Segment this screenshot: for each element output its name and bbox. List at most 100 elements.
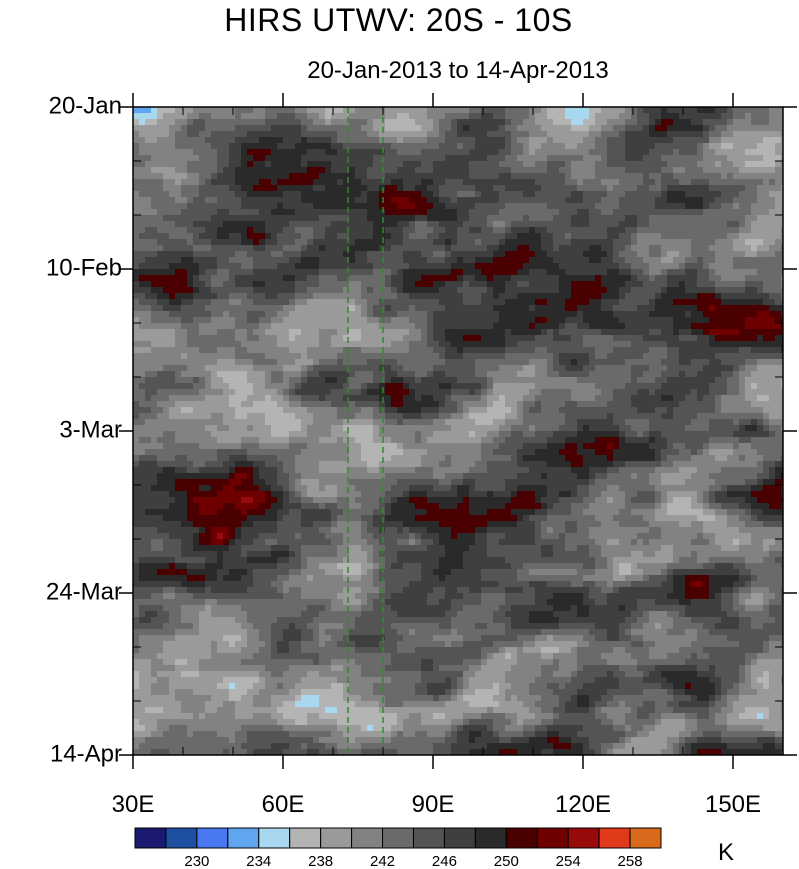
field-cell [181, 209, 188, 216]
field-cell [499, 143, 506, 150]
field-cell [451, 323, 458, 330]
field-cell [469, 239, 476, 246]
field-cell [217, 179, 224, 186]
field-cell [313, 251, 320, 258]
field-cell [547, 287, 554, 294]
field-cell [313, 281, 320, 288]
field-cell [727, 125, 734, 132]
field-cell [595, 131, 602, 138]
field-cell [679, 185, 686, 192]
field-cell [757, 281, 764, 288]
field-cell [529, 275, 536, 282]
field-cell [307, 239, 314, 246]
field-cell [229, 179, 236, 186]
field-cell [757, 341, 764, 348]
field-cell [379, 293, 386, 300]
field-cell [247, 353, 254, 360]
field-cell [709, 335, 716, 342]
field-cell [715, 317, 722, 324]
field-cell [535, 281, 542, 288]
field-cell [475, 251, 482, 258]
field-cell [481, 191, 488, 198]
field-cell [259, 281, 266, 288]
field-cell [277, 107, 284, 114]
field-cell [781, 281, 783, 288]
field-cell [769, 143, 776, 150]
field-cell [589, 197, 596, 204]
field-cell [277, 281, 284, 288]
field-cell [715, 227, 722, 234]
field-cell [271, 317, 278, 324]
field-cell [679, 119, 686, 126]
field-cell [559, 125, 566, 132]
field-cell [205, 155, 212, 162]
field-cell [697, 131, 704, 138]
field-cell [655, 377, 662, 384]
field-cell [367, 173, 374, 180]
field-cell [493, 263, 500, 270]
field-cell [565, 323, 572, 330]
field-cell [661, 155, 668, 162]
field-cell [757, 287, 764, 294]
field-cell [667, 221, 674, 228]
field-cell [301, 233, 308, 240]
field-cell [469, 281, 476, 288]
field-cell [679, 215, 686, 222]
field-cell [709, 209, 716, 216]
field-cell [685, 149, 692, 156]
field-cell [277, 263, 284, 270]
field-cell [415, 257, 422, 264]
field-cell [169, 347, 176, 354]
field-cell [313, 323, 320, 330]
field-cell [307, 125, 314, 132]
field-cell [607, 239, 614, 246]
field-cell [727, 209, 734, 216]
field-cell [427, 191, 434, 198]
field-cell [283, 269, 290, 276]
field-cell [175, 167, 182, 174]
field-cell [709, 317, 716, 324]
field-cell [259, 377, 266, 384]
field-cell [391, 191, 398, 198]
field-cell [283, 221, 290, 228]
field-cell [505, 293, 512, 300]
field-cell [703, 125, 710, 132]
field-cell [265, 251, 272, 258]
field-cell [265, 131, 272, 138]
field-cell [331, 377, 338, 384]
field-cell [139, 149, 146, 156]
field-cell [577, 275, 584, 282]
field-cell [601, 239, 608, 246]
field-cell [451, 371, 458, 378]
field-cell [709, 341, 716, 348]
field-cell [241, 299, 248, 306]
field-cell [373, 137, 380, 144]
field-cell [541, 341, 548, 348]
field-cell [691, 173, 698, 180]
field-cell [625, 137, 632, 144]
field-cell [433, 263, 440, 270]
field-cell [337, 293, 344, 300]
field-cell [643, 311, 650, 318]
field-cell [163, 131, 170, 138]
field-cell [631, 161, 638, 168]
field-cell [295, 155, 302, 162]
field-cell [739, 353, 746, 360]
field-cell [757, 155, 764, 162]
field-cell [409, 287, 416, 294]
field-cell [373, 239, 380, 246]
field-cell [241, 221, 248, 228]
field-cell [499, 221, 506, 228]
field-cell [463, 197, 470, 204]
field-cell [571, 203, 578, 210]
field-cell [187, 203, 194, 210]
field-cell [709, 257, 716, 264]
field-cell [367, 323, 374, 330]
field-cell [181, 293, 188, 300]
field-cell [427, 155, 434, 162]
field-cell [481, 137, 488, 144]
field-cell [661, 119, 668, 126]
field-cell [151, 113, 158, 120]
field-cell [385, 305, 392, 312]
field-cell [505, 269, 512, 276]
